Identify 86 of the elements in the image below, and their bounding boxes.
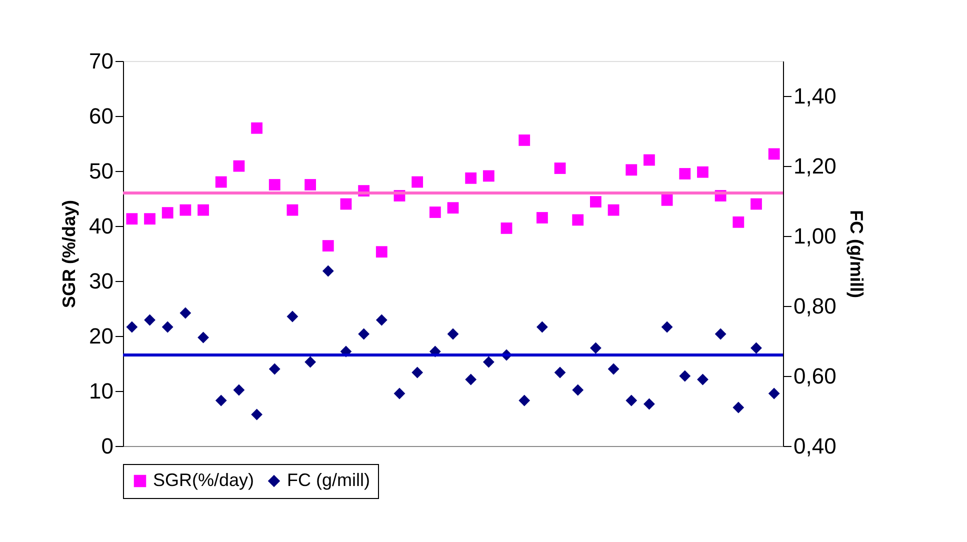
y2-axis-title: FC (g/mill) <box>846 210 866 298</box>
y-tick-label: 20 <box>89 324 114 348</box>
y2-tick-label: 1,20 <box>794 154 836 178</box>
point <box>304 356 316 368</box>
point <box>661 194 673 206</box>
point <box>518 394 530 406</box>
point <box>268 179 280 190</box>
point <box>679 370 691 382</box>
point <box>286 310 298 322</box>
point <box>198 204 209 216</box>
y2-tick-label: 0,40 <box>794 434 836 458</box>
point <box>465 374 477 386</box>
point <box>554 366 566 378</box>
point <box>732 216 744 228</box>
point <box>144 314 156 326</box>
point <box>412 176 424 188</box>
y-tick-label: 0 <box>101 434 114 458</box>
point <box>644 154 655 166</box>
y-tick-label: 10 <box>89 378 114 404</box>
point <box>572 214 584 226</box>
point <box>482 356 494 368</box>
point <box>162 207 174 218</box>
point <box>322 265 334 277</box>
point <box>126 321 138 333</box>
point <box>608 363 620 375</box>
point <box>180 204 192 216</box>
point <box>233 160 245 172</box>
point <box>304 179 316 190</box>
point <box>126 213 138 225</box>
point <box>661 321 673 333</box>
point <box>732 402 744 414</box>
point <box>626 394 638 406</box>
point <box>608 204 620 216</box>
point <box>251 408 262 420</box>
point <box>144 213 156 225</box>
y2-tick-label: 0,60 <box>794 364 836 388</box>
point <box>554 162 566 174</box>
point <box>251 122 262 134</box>
y-tick-label: 30 <box>89 268 114 294</box>
point <box>340 198 352 210</box>
point <box>268 363 280 375</box>
y-tick-label: 70 <box>89 48 114 74</box>
point <box>447 328 459 340</box>
point <box>768 388 780 400</box>
point <box>322 240 334 252</box>
legend-label: SGR(%/day) <box>153 470 254 490</box>
y2-tick-label: 1,00 <box>794 224 836 248</box>
point <box>536 321 548 333</box>
point <box>376 246 388 258</box>
point <box>180 307 192 319</box>
y-tick-label: 50 <box>89 158 114 184</box>
y2-tick-label: 1,40 <box>794 84 836 108</box>
point <box>518 134 530 146</box>
point <box>162 321 174 333</box>
y-axis-title: SGR (%/day) <box>59 200 80 308</box>
point <box>768 148 780 160</box>
point <box>644 398 655 410</box>
point <box>233 384 245 396</box>
point <box>572 384 584 396</box>
point <box>429 206 441 218</box>
point <box>465 172 477 184</box>
point <box>500 222 512 234</box>
point <box>590 342 602 354</box>
point <box>358 328 370 340</box>
point <box>697 166 708 178</box>
point <box>198 332 209 344</box>
point <box>482 170 494 182</box>
point <box>536 212 548 224</box>
point <box>679 168 691 180</box>
y-tick-label: 60 <box>89 104 114 128</box>
point <box>376 314 388 326</box>
point <box>590 196 602 208</box>
point <box>394 388 406 400</box>
y2-tick-label: 0,80 <box>794 294 836 318</box>
point <box>750 198 762 210</box>
point <box>750 342 762 354</box>
legend-label: FC (g/mill) <box>287 470 370 490</box>
point <box>286 204 298 216</box>
point <box>215 176 227 188</box>
point <box>215 394 227 406</box>
point <box>447 202 459 214</box>
point <box>626 164 638 176</box>
point <box>714 328 726 340</box>
y-tick-label: 40 <box>89 214 114 238</box>
point <box>697 374 708 386</box>
point <box>412 366 424 378</box>
